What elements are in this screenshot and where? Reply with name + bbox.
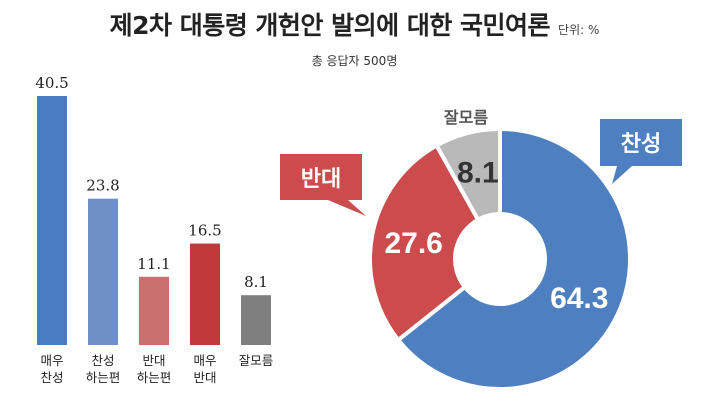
callout-label-bandae: 반대 (301, 167, 341, 192)
bar-2 (139, 276, 169, 345)
bar-category-label-2-0: 반대 (142, 353, 165, 368)
unit-label: 단위: % (558, 23, 600, 37)
donut-slice-0 (395, 126, 632, 391)
callout-box-bandae (280, 154, 366, 216)
bar-value-label-3: 16.5 (188, 222, 221, 240)
bar-category-label-1-0: 찬성 (91, 353, 114, 368)
donut-slice-1 (368, 142, 481, 343)
bar-4 (241, 295, 271, 345)
bar-value-label-4: 8.1 (244, 273, 268, 291)
bar-category-label-0-1: 찬성 (40, 370, 63, 385)
donut-value-label-2: 8.1 (457, 156, 499, 189)
respondents-note: 총 응답자 500명 (311, 54, 398, 68)
bar-3 (190, 243, 220, 345)
bar-category-label-0-0: 매우 (40, 353, 63, 368)
callout-box-chanseong (600, 119, 682, 184)
bar-value-label-1: 23.8 (86, 177, 119, 195)
callout-label-chanseong: 찬성 (621, 132, 661, 157)
chart-title-block: 제2차 대통령 개헌안 발의에 대한 국민여론 단위: % (0, 6, 709, 42)
bar-category-label-4-0: 잘모름 (239, 353, 274, 368)
outside-label-jalmoreum: 잘모름 (444, 108, 488, 127)
bar-value-label-2: 11.1 (137, 255, 170, 273)
donut-slice-2 (433, 126, 502, 223)
donut-value-label-0: 64.3 (550, 282, 608, 315)
chart-title: 제2차 대통령 개헌안 발의에 대한 국민여론 (109, 11, 551, 40)
bar-category-label-3-1: 반대 (193, 370, 216, 385)
bar-category-label-2-1: 하는편 (137, 370, 172, 385)
bar-1 (88, 198, 118, 345)
donut-value-label-1: 27.6 (384, 227, 442, 260)
bar-category-label-3-0: 매우 (193, 353, 216, 368)
bar-value-label-0: 40.5 (35, 74, 68, 92)
bar-0 (37, 96, 67, 345)
bar-category-label-1-1: 하는편 (86, 370, 121, 385)
